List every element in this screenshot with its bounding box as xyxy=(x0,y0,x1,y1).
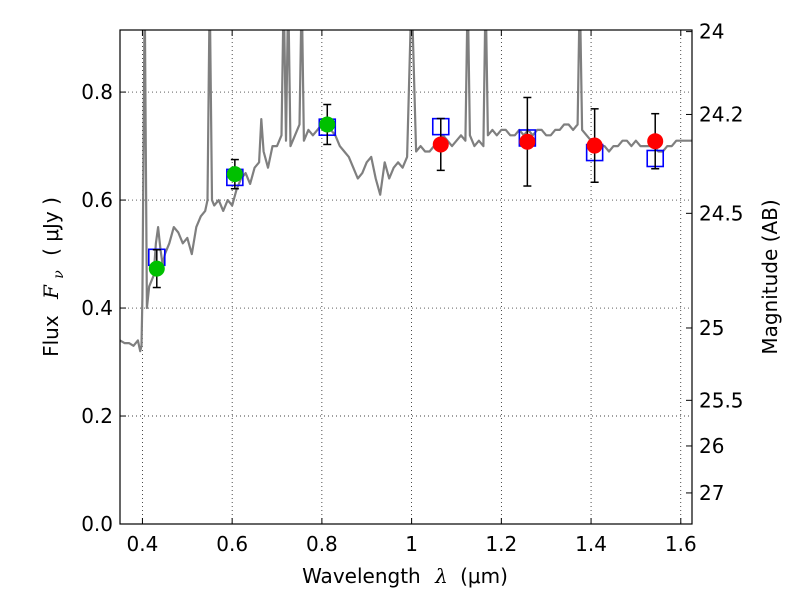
mag-tick-label: 25.5 xyxy=(699,388,744,412)
x-tick-label: 0.4 xyxy=(127,532,159,556)
y-axis-label-subscript: ν xyxy=(51,270,67,279)
y-tick-label: 0.6 xyxy=(81,188,113,212)
mag-tick-label: 27 xyxy=(699,481,724,505)
x-axis-label-unit: (μm) xyxy=(460,564,508,588)
x-axis-label-symbol: λ xyxy=(434,564,448,588)
mag-tick-label: 24.2 xyxy=(699,102,744,126)
observed-point xyxy=(148,260,165,277)
observed-point xyxy=(319,116,336,133)
observed-point xyxy=(226,166,243,183)
mag-tick-label: 26 xyxy=(699,434,724,458)
y-tick-label: 0.2 xyxy=(81,404,113,428)
mag-tick-label: 25 xyxy=(699,316,724,340)
x-tick-label: 0.6 xyxy=(216,532,248,556)
x-axis-label: Wavelength λ (μm) xyxy=(302,564,508,588)
y-tick-label: 0.0 xyxy=(81,512,113,536)
right-axis-label: Magnitude (AB) xyxy=(758,199,782,354)
axis-ticks: 0.4 0.6 0.8 1 1.2 1.4 1.6 0.0 0.2 0.4 0.6 0.8 24 24.2… xyxy=(81,20,743,556)
x-tick-label: 1 xyxy=(405,532,418,556)
x-tick-label: 0.8 xyxy=(306,532,338,556)
clipped-series xyxy=(120,30,692,353)
observed-point xyxy=(647,133,664,150)
y-tick-label: 0.4 xyxy=(81,296,113,320)
spectrum-line xyxy=(120,30,692,353)
y-axis-label-symbol: F xyxy=(39,284,63,300)
plot-frame xyxy=(119,29,693,525)
x-tick-label: 1.4 xyxy=(575,532,607,556)
y-axis-label: Flux F ν ( μJy ) xyxy=(39,197,68,357)
x-tick-label: 1.2 xyxy=(485,532,517,556)
y-tick-label: 0.8 xyxy=(81,80,113,104)
observed-point xyxy=(432,136,449,153)
y-axis-label-unit: ( μJy ) xyxy=(39,197,63,256)
observed-point xyxy=(519,133,536,150)
plot-series xyxy=(120,30,692,353)
gridlines xyxy=(120,30,692,525)
observed-point xyxy=(586,137,603,154)
y-axis-label-text: Flux xyxy=(39,315,63,357)
mag-tick-label: 24 xyxy=(699,20,724,44)
x-axis-label-text: Wavelength xyxy=(302,564,421,588)
mag-tick-label: 24.5 xyxy=(699,201,744,225)
x-tick-label: 1.6 xyxy=(665,532,697,556)
